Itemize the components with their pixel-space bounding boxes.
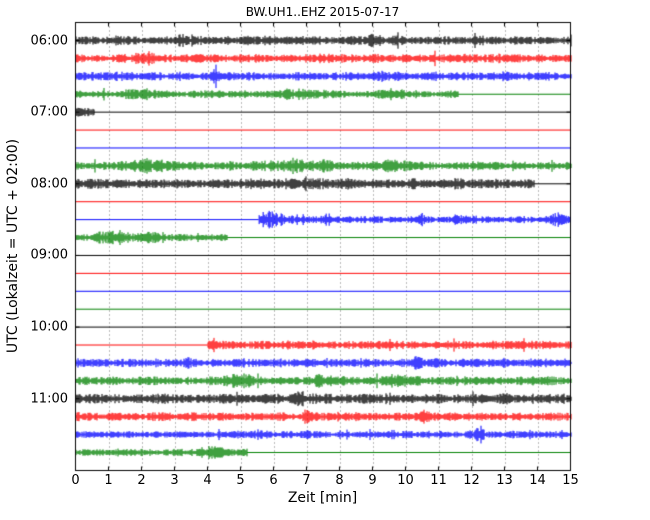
x-tick-label: 3	[170, 473, 179, 488]
x-tick-label: 15	[562, 473, 579, 488]
x-tick-label: 4	[203, 473, 212, 488]
x-tick-label: 8	[335, 473, 344, 488]
x-tick-label: 1	[104, 473, 113, 488]
x-tick-label: 14	[529, 473, 546, 488]
y-tick-label: 09:00	[30, 247, 68, 263]
x-tick-label: 13	[496, 473, 513, 488]
x-tick-label: 0	[71, 473, 80, 488]
x-tick-label: 6	[269, 473, 278, 488]
x-tick-label: 9	[368, 473, 377, 488]
y-tick-label: 06:00	[30, 33, 68, 48]
x-tick-label: 5	[236, 473, 245, 488]
x-tick-label: 10	[397, 473, 414, 488]
y-tick-label: 07:00	[30, 104, 68, 120]
x-tick-label: 12	[463, 473, 480, 488]
y-tick-label: 08:00	[30, 176, 68, 192]
x-tick-label: 7	[302, 473, 311, 488]
chart-title: BW.UH1..EHZ 2015-07-17	[245, 5, 400, 19]
y-tick-label: 10:00	[30, 319, 68, 335]
x-axis-label: Zeit [min]	[287, 490, 358, 506]
y-tick-label: 11:00	[30, 391, 68, 407]
x-tick-label: 2	[137, 473, 146, 488]
y-axis-label: UTC (Lokalzeit = UTC + 02:00)	[5, 138, 21, 354]
x-tick-label: 11	[430, 473, 447, 488]
